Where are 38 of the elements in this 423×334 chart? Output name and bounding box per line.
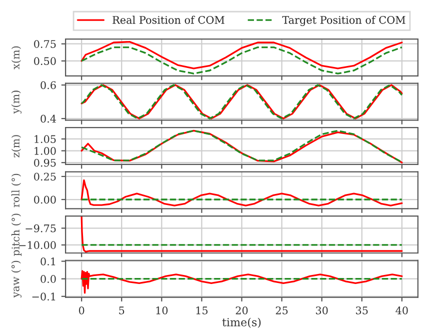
y-tick-label: −10.00: [19, 241, 56, 250]
line-series: [80, 179, 403, 206]
y-tick-label: 0.0: [40, 275, 56, 283]
y-tick-label: −0.1: [32, 292, 56, 300]
line-series: [80, 40, 403, 70]
x-tick-label: 15: [196, 306, 208, 314]
x-tick-label: 10: [156, 306, 168, 314]
y-tick-label: 0.75: [34, 40, 56, 48]
x-tick-label: 5: [119, 306, 124, 314]
y-tick-label: 1.00: [34, 146, 56, 155]
y-axis-title: roll (°): [11, 174, 21, 208]
y-tick-label: −9.75: [26, 224, 56, 232]
y-axis-title: pitch (°): [11, 214, 22, 256]
x-tick-label: 40: [396, 306, 408, 314]
y-tick-label: 0.6: [40, 81, 56, 90]
y-axis-title: x(m): [11, 46, 21, 70]
x-tick-label: 20: [236, 306, 248, 314]
y-axis-title: y(m): [11, 90, 22, 114]
y-axis-title: yaw (°): [11, 260, 22, 298]
y-tick-label: 0.1: [40, 257, 56, 266]
y-tick-label: 0.4: [40, 114, 56, 123]
x-axis-title: time(s): [222, 318, 261, 328]
y-tick-label: 0.25: [34, 172, 56, 181]
x-tick-label: 30: [316, 306, 328, 314]
line-series: [80, 46, 403, 74]
x-tick-label: 0: [78, 306, 84, 314]
y-tick-label: 0.95: [34, 158, 56, 167]
x-tick-label: 35: [356, 306, 368, 314]
y-axis-title: z(m): [11, 135, 21, 158]
y-tick-label: 1.05: [34, 135, 56, 144]
line-series: [80, 84, 403, 120]
line-series: [80, 270, 403, 294]
y-tick-label: 0.50: [34, 57, 56, 66]
y-tick-label: 0.00: [34, 196, 56, 204]
legend-label: Real Position of COM: [112, 16, 224, 24]
legend-label: Target Position of COM: [282, 16, 406, 26]
line-series: [80, 216, 403, 252]
x-tick-label: 25: [276, 306, 288, 314]
